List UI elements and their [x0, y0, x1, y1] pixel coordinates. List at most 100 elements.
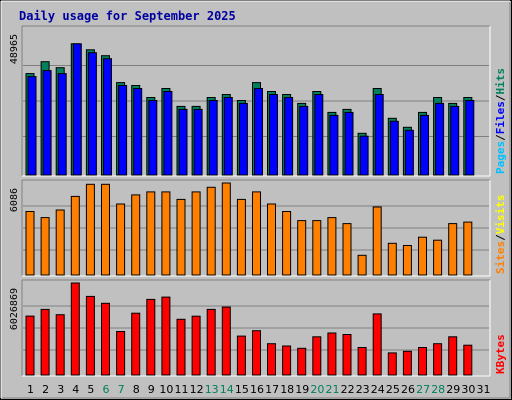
- bar-files-day-28: [435, 102, 445, 176]
- bar-files-day-25: [389, 120, 399, 176]
- bar-kbytes-day-9: [146, 298, 156, 376]
- legend: Sites/Visits: [494, 195, 507, 275]
- bar-kbytes-day-18: [282, 345, 292, 376]
- x-axis-day-labels: 1 2 3 4 5 6 7 8 9 10 11 12 13 14 15 16 17 18 19 20 21 22 23 24 2…: [27, 383, 491, 396]
- bar-files-day-5: [87, 52, 97, 176]
- day-label-29: 29: [446, 383, 460, 396]
- bar-sites-day-19: [297, 220, 307, 276]
- bar-sites-day-26: [402, 245, 412, 276]
- day-label-11: 11: [175, 383, 189, 396]
- bar-kbytes-day-23: [357, 347, 367, 376]
- bar-sites-day-1: [25, 211, 35, 276]
- bar-files-day-24: [374, 94, 384, 176]
- day-label-16: 16: [250, 383, 264, 396]
- day-label-18: 18: [280, 383, 294, 396]
- day-label-23: 23: [356, 383, 370, 396]
- legend-hits: Hits: [494, 68, 507, 95]
- bar-sites-day-22: [342, 223, 352, 276]
- day-label-9: 9: [148, 383, 155, 396]
- bar-sites-day-17: [267, 203, 276, 276]
- legend: Pages/Files/Hits: [494, 68, 507, 174]
- day-label-27: 27: [416, 383, 430, 396]
- bar-kbytes-day-7: [116, 331, 126, 376]
- bar-kbytes-day-29: [448, 336, 458, 376]
- bar-sites-day-13: [206, 186, 216, 276]
- bar-files-day-13: [208, 100, 218, 176]
- day-label-25: 25: [386, 383, 400, 396]
- bar-sites-day-21: [327, 217, 337, 276]
- day-label-7: 7: [118, 383, 125, 396]
- bar-kbytes-day-24: [372, 313, 382, 376]
- bar-files-day-23: [359, 135, 369, 176]
- bar-files-day-19: [299, 105, 309, 176]
- day-label-6: 6: [103, 383, 110, 396]
- day-label-4: 4: [72, 383, 79, 396]
- bar-sites-day-20: [312, 220, 322, 276]
- bar-files-day-1: [27, 76, 37, 176]
- bar-sites-day-2: [40, 217, 50, 276]
- bar-kbytes-day-5: [85, 295, 95, 376]
- bar-kbytes-day-30: [463, 344, 473, 376]
- day-label-31: 31: [477, 383, 491, 396]
- day-label-22: 22: [341, 383, 355, 396]
- legend-separator: /: [494, 94, 507, 101]
- bar-kbytes-day-4: [70, 282, 80, 376]
- bar-kbytes-day-10: [161, 296, 171, 376]
- bar-files-day-6: [103, 58, 112, 176]
- day-label-1: 1: [27, 383, 34, 396]
- day-label-28: 28: [431, 383, 445, 396]
- bar-kbytes-day-20: [312, 336, 322, 376]
- day-label-15: 15: [235, 383, 249, 396]
- bar-sites-day-11: [176, 198, 186, 276]
- legend-files: Files: [494, 101, 507, 134]
- bar-kbytes-day-6: [101, 302, 110, 376]
- bar-files-day-3: [57, 73, 67, 176]
- bar-kbytes-day-2: [40, 308, 50, 376]
- day-label-21: 21: [326, 383, 340, 396]
- bar-sites-day-8: [131, 194, 141, 276]
- bar-files-day-16: [254, 88, 263, 176]
- bar-files-day-18: [284, 97, 294, 176]
- bar-kbytes-day-1: [25, 315, 35, 376]
- bar-kbytes-day-17: [267, 343, 276, 376]
- bar-files-day-2: [42, 70, 52, 176]
- bar-sites-day-3: [55, 209, 65, 276]
- bar-sites-day-16: [252, 191, 261, 276]
- day-label-8: 8: [133, 383, 140, 396]
- bar-files-day-27: [420, 114, 429, 176]
- bar-sites-day-23: [357, 254, 367, 276]
- bar-files-day-17: [269, 94, 278, 176]
- panel-visits-sites: 6086 Sites/Visits: [9, 179, 507, 277]
- bar-files-day-15: [238, 102, 248, 176]
- day-label-24: 24: [371, 383, 385, 396]
- y-max-label: 6086: [9, 188, 20, 212]
- bar-kbytes-day-3: [55, 314, 65, 376]
- bar-sites-day-14: [221, 182, 231, 276]
- bar-files-day-4: [72, 43, 82, 176]
- bar-sites-day-24: [372, 206, 382, 276]
- day-label-10: 10: [159, 383, 173, 396]
- bar-sites-day-9: [146, 191, 156, 276]
- bar-kbytes-day-22: [342, 334, 352, 376]
- bar-files-day-11: [178, 108, 188, 176]
- bar-sites-day-12: [191, 191, 201, 276]
- panel-kbytes: 6026869 KBytes: [9, 279, 507, 377]
- bar-kbytes-day-11: [176, 318, 186, 376]
- bar-files-day-7: [118, 85, 128, 176]
- bar-kbytes-day-26: [402, 350, 412, 376]
- bar-kbytes-day-14: [221, 306, 231, 376]
- bar-kbytes-day-27: [418, 347, 427, 376]
- day-label-13: 13: [205, 383, 219, 396]
- legend-separator: /: [494, 234, 507, 241]
- bar-files-day-29: [450, 105, 460, 176]
- bar-kbytes-day-15: [236, 335, 246, 376]
- legend-kbytes: KBytes: [494, 334, 507, 374]
- bar-sites-day-4: [70, 195, 80, 276]
- bar-files-day-21: [329, 114, 339, 176]
- bar-kbytes-day-25: [387, 352, 397, 376]
- day-label-17: 17: [265, 383, 279, 396]
- bar-sites-day-27: [418, 236, 427, 276]
- bar-files-day-10: [163, 91, 173, 176]
